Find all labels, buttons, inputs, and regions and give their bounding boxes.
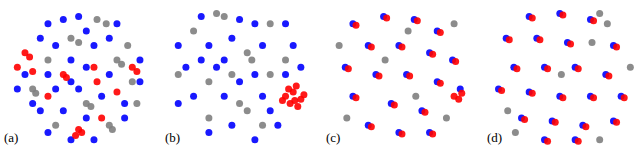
svg-text:(b): (b): [165, 130, 180, 145]
svg-text:(a): (a): [4, 130, 18, 145]
svg-text:(d): (d): [487, 130, 502, 145]
svg-text:(c): (c): [326, 130, 340, 145]
